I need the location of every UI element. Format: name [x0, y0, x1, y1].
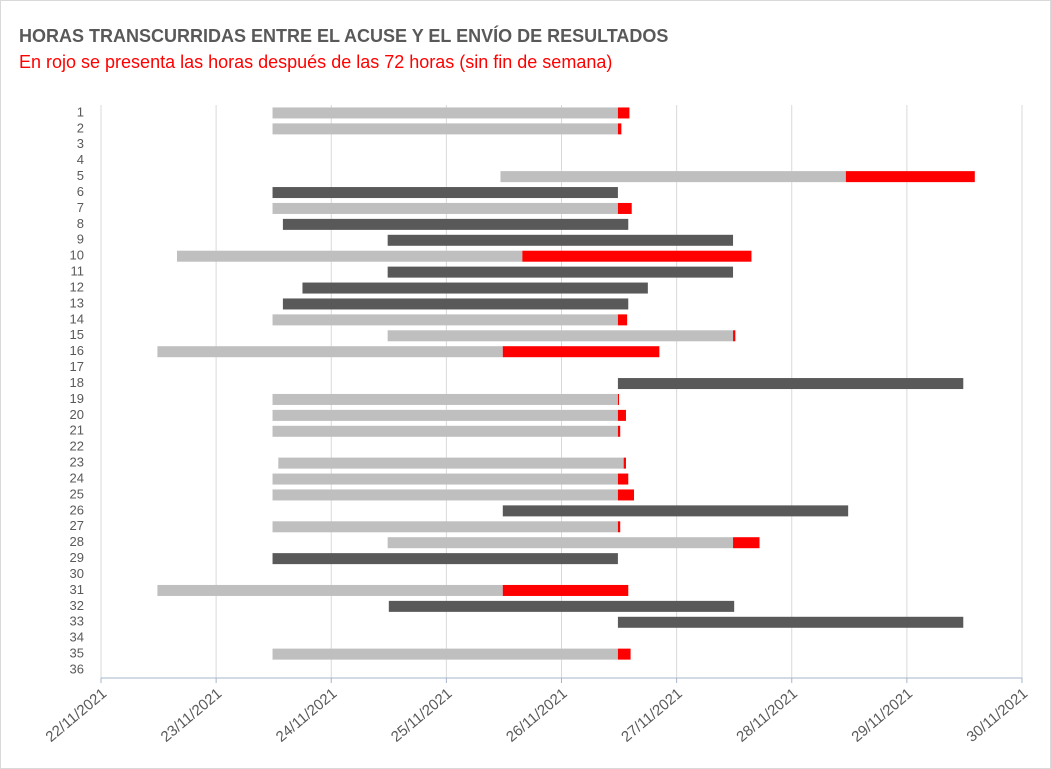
y-tick-label: 1	[77, 104, 84, 119]
y-tick-label: 24	[70, 470, 84, 485]
bar-segment-late	[617, 489, 635, 501]
y-tick-label: 14	[70, 311, 84, 326]
bar-segment	[387, 266, 734, 278]
bar-segment	[282, 298, 629, 310]
bar-segment-late	[845, 171, 975, 183]
bar-segment	[387, 234, 734, 246]
bar-segment-late	[617, 473, 629, 485]
bar-segment-late	[617, 202, 632, 214]
bar-segment-late	[617, 123, 622, 135]
bar-segment-late	[502, 346, 660, 358]
bar-segment	[272, 553, 618, 565]
bar-segment	[272, 409, 618, 421]
y-tick-label: 6	[77, 184, 84, 199]
bar-segment	[272, 314, 618, 326]
y-tick-label: 31	[70, 582, 84, 597]
bar-segment	[302, 282, 648, 294]
bar-segment-late	[733, 537, 760, 549]
bar-segment-late	[617, 107, 630, 119]
y-tick-label: 32	[70, 598, 84, 613]
bar-segment	[272, 107, 618, 119]
bar-segment	[272, 425, 618, 437]
bar-segment-late	[617, 314, 628, 326]
chart-title: HORAS TRANSCURRIDAS ENTRE EL ACUSE Y EL …	[19, 25, 668, 46]
y-tick-label: 17	[70, 359, 84, 374]
y-tick-label: 34	[70, 630, 84, 645]
bar-segment	[387, 537, 734, 549]
y-tick-label: 5	[77, 168, 84, 183]
y-tick-label: 9	[77, 232, 84, 247]
y-tick-label: 27	[70, 518, 84, 533]
chart-subtitle: En rojo se presenta las horas después de…	[19, 52, 612, 72]
y-tick-label: 36	[70, 661, 84, 676]
bar-segment-late	[617, 648, 631, 660]
y-tick-label: 22	[70, 439, 84, 454]
bar-segment	[157, 584, 503, 596]
bar-segment	[272, 648, 618, 660]
y-tick-label: 19	[70, 391, 84, 406]
bar-segment	[500, 171, 846, 183]
bar-segment	[272, 187, 618, 199]
bar-segment	[272, 521, 618, 533]
bar-segment-late	[617, 521, 621, 533]
y-tick-label: 21	[70, 423, 84, 438]
bar-segment	[278, 457, 624, 469]
y-tick-label: 26	[70, 502, 84, 517]
bar-segment	[502, 505, 849, 517]
bar-segment-late	[733, 330, 736, 342]
bar-segment-late	[522, 250, 752, 262]
bar-segment	[272, 393, 618, 405]
y-tick-label: 10	[70, 248, 84, 263]
y-tick-label: 16	[70, 343, 84, 358]
bar-segment	[617, 378, 964, 390]
bar-segment	[157, 346, 503, 358]
bar-segment	[272, 473, 618, 485]
y-tick-label: 13	[70, 295, 84, 310]
y-tick-label: 11	[71, 264, 85, 279]
y-tick-label: 8	[77, 216, 84, 231]
y-tick-label: 12	[70, 279, 84, 294]
bar-segment-late	[617, 425, 621, 437]
bar-segment-late	[502, 584, 629, 596]
y-tick-label: 23	[70, 455, 84, 470]
y-tick-label: 7	[77, 200, 84, 215]
bar-segment-late	[617, 409, 626, 421]
bar-segment-late	[623, 457, 626, 469]
y-tick-label: 25	[70, 486, 84, 501]
bar-segment	[617, 616, 964, 628]
y-tick-label: 30	[70, 566, 84, 581]
bar-segment	[272, 123, 618, 135]
bar-segment-late	[617, 393, 620, 405]
y-tick-label: 35	[70, 646, 84, 661]
y-tick-label: 15	[70, 327, 84, 342]
bar-segment	[282, 218, 629, 230]
y-tick-label: 28	[70, 534, 84, 549]
bar-segment	[272, 489, 618, 501]
y-tick-label: 29	[70, 550, 84, 565]
y-tick-label: 33	[70, 614, 84, 629]
bar-segment	[387, 330, 734, 342]
bar-segment	[176, 250, 523, 262]
bar-segment	[388, 600, 735, 612]
bar-segment	[272, 202, 618, 214]
y-tick-label: 18	[70, 375, 84, 390]
y-tick-label: 3	[77, 136, 84, 151]
y-tick-label: 2	[77, 120, 84, 135]
y-tick-label: 4	[77, 152, 84, 167]
y-tick-label: 20	[70, 407, 84, 422]
